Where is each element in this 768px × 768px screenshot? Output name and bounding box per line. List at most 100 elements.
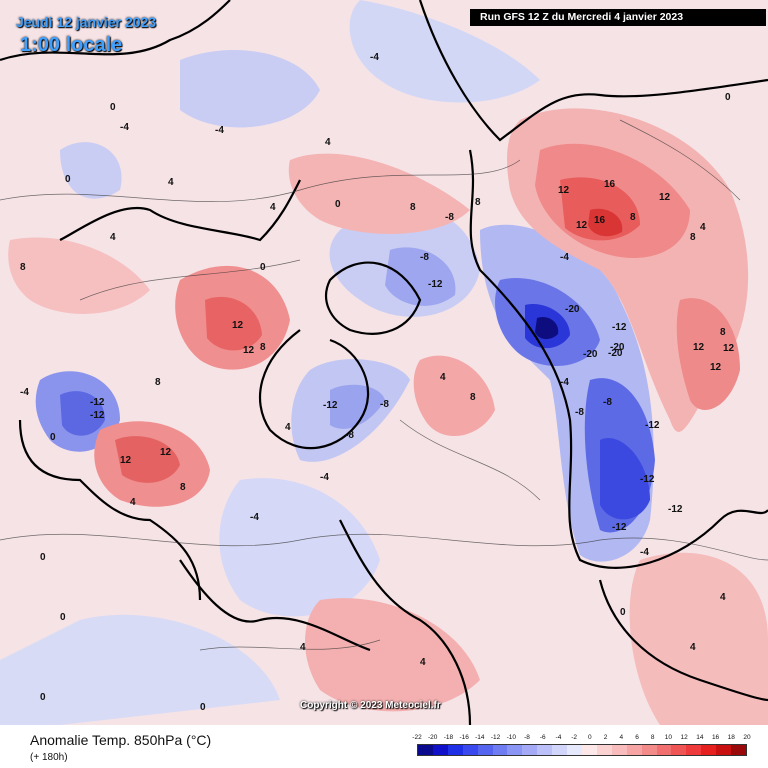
forecast-time-title: 1:00 locale [20,34,123,56]
contour-value-label: -12 [323,400,338,411]
contour-value-label: 4 [300,642,306,653]
contour-value-label: -4 [250,512,259,523]
legend-swatch [701,745,717,755]
contour-value-label: 8 [410,202,416,213]
contour-value-label: -12 [612,522,627,533]
legend-swatch [626,745,642,755]
legend-swatch [656,745,672,755]
contour-value-label: 8 [720,327,726,338]
contour-value-label: -4 [560,252,569,263]
contour-value-label: 16 [604,179,616,190]
contour-value-label: 8 [630,212,636,223]
contour-value-label: -12 [90,410,105,421]
contour-labels: -20-20 -20-20-12-12-12-12-12-12-12-12-12-… [20,52,735,713]
legend-tick-label: -22 [412,734,422,741]
contour-value-label: -8 [380,399,389,410]
contour-value-label: -20 [610,342,625,353]
contour-value-label: -8 [575,407,584,418]
legend-swatch [507,745,523,755]
anomaly-map[interactable]: -20 -20 -20 -20 -12 -12 -12 -12 -12 -12 -12 -12 -12-… [0,0,768,725]
legend-tick-label: 0 [588,734,592,741]
contour-value-label: 4 [110,232,116,243]
contour-value-label: 0 [40,692,46,703]
contour-value-label: 12 [693,342,705,353]
legend-tick-label: 8 [650,734,655,741]
legend-swatch [567,745,582,755]
contour-value-label: 12 [710,362,722,373]
model-run-info: Run GFS 12 Z du Mercredi 4 janvier 2023 [470,9,766,26]
legend-tick-label: -6 [539,734,546,741]
contour-value-label: 4 [270,202,276,213]
contour-value-label: -4 [215,125,224,136]
contour-value-label: -12 [640,474,655,485]
contour-value-label: -12 [428,279,443,290]
forecast-date-title: Jeudi 12 janvier 2023 [16,14,157,30]
contour-value-label: 12 [659,192,671,203]
contour-value-label: -12 [668,504,683,515]
contour-value-label: 8 [20,262,26,273]
warm-anomaly-regions [8,108,768,725]
contour-value-label: -4 [370,52,379,63]
legend-swatch [596,745,612,755]
legend-tick-label: -2 [571,734,578,741]
contour-value-label: 0 [60,612,66,623]
legend-swatch [641,745,657,755]
contour-value-label: -8 [603,397,612,408]
legend-swatch [731,745,746,755]
contour-value-label: 0 [620,607,626,618]
legend-swatch [447,745,463,755]
contour-value-label: -20 [565,304,580,315]
legend-tick-label: -16 [459,734,469,741]
legend-swatch [492,745,508,755]
legend-swatch [522,745,538,755]
thin-contours [0,119,768,651]
contour-value-label: -4 [560,377,569,388]
cold-anomaly-regions [0,0,655,725]
contour-value-label: -8 [420,252,429,263]
legend-swatch [552,745,568,755]
coastlines [0,0,768,725]
contour-value-label: 4 [285,422,291,433]
contour-value-label: 0 [200,702,206,713]
contour-value-label: 12 [160,447,172,458]
contour-value-label: 4 [168,177,174,188]
legend-tick-label: 12 [680,734,688,741]
legend-tick-label: -20 [428,734,438,741]
contour-value-label: 16 [594,215,606,226]
legend-tick-label: -10 [506,734,516,741]
product-title: Anomalie Temp. 850hPa (°C) [30,732,212,748]
legend-tick-label: 14 [696,734,704,741]
legend-swatch [418,745,433,755]
map-footer: Anomalie Temp. 850hPa (°C) (+ 180h) -22-… [0,725,768,768]
contour-value-label: 4 [700,222,706,233]
contour-value-label: -12 [612,322,627,333]
legend-swatch [537,745,553,755]
contour-value-label: 4 [720,592,726,603]
temperature-anomaly-field: -20-20 -20-20-12-12-12-12-12-12-12-12-12-… [0,0,768,725]
legend-color-bar [417,744,747,756]
contour-value-label: -8 [345,430,354,441]
contour-value-label: -4 [640,547,649,558]
contour-value-label: 0 [335,199,341,210]
contour-value-label: 12 [558,185,570,196]
contour-value-label: 0 [260,262,266,273]
legend-swatch [671,745,687,755]
contour-value-label: -8 [445,212,454,223]
legend-swatch [477,745,493,755]
legend-tick-label: -18 [443,734,454,741]
contour-value-label: 8 [180,482,186,493]
contour-value-label: 4 [325,137,331,148]
contour-value-label: 8 [155,377,161,388]
contour-value-label: 8 [260,342,266,353]
legend-tick-label: 16 [711,734,720,741]
contour-value-label: 0 [50,432,56,443]
contour-value-label: 8 [690,232,696,243]
legend-tick-label: -4 [555,734,562,741]
legend-tick-label: -14 [475,734,485,741]
contour-value-label: 0 [40,552,46,563]
legend-tick-label: -12 [490,734,501,741]
color-scale-legend: -22 -20 -18 -16 -14 -12 -10 -8 -6 -4 -2 0 2 4 6 8 10 12 14… [412,734,751,764]
forecast-lead-time: (+ 180h) [30,752,68,763]
legend-swatch [611,745,627,755]
contour-value-label: -12 [645,420,660,431]
